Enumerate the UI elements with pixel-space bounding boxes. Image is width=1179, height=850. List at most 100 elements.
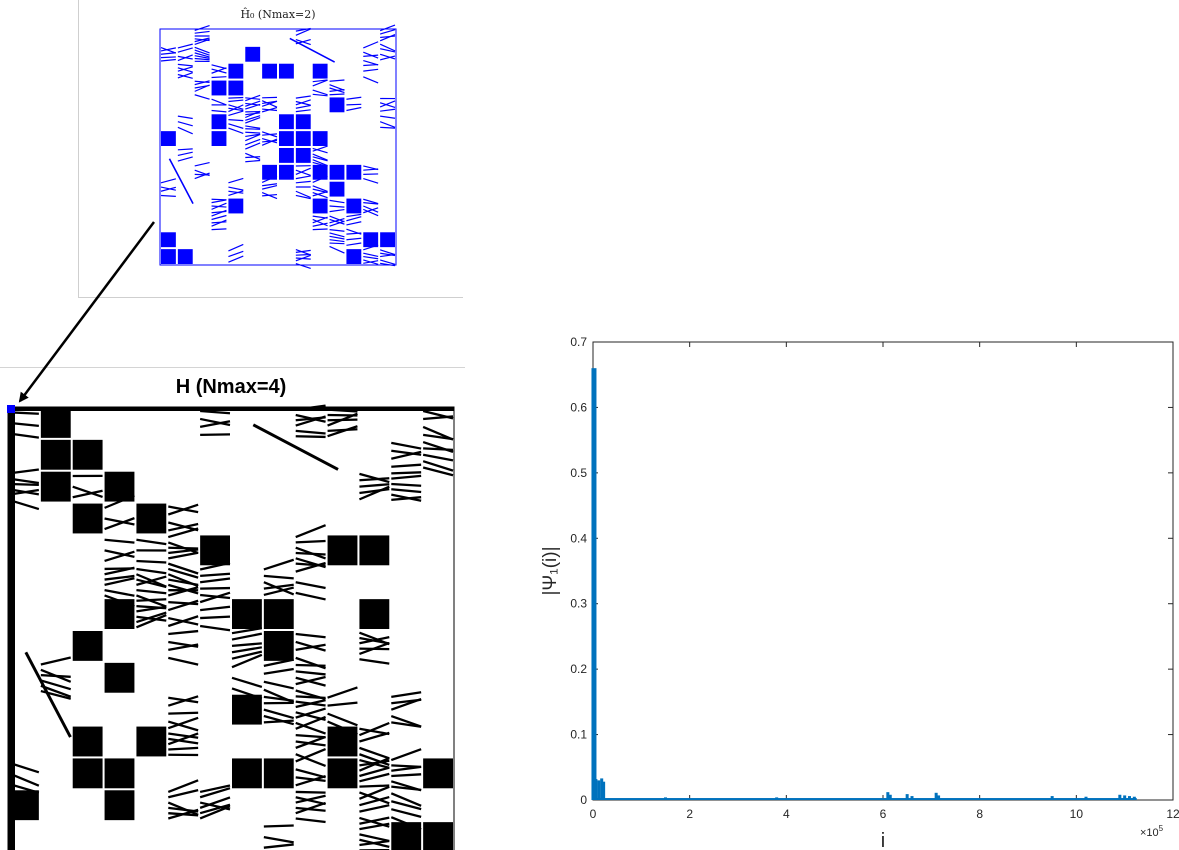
matrix-stripe (295, 591, 326, 601)
bar (1132, 796, 1136, 800)
matrix-stripe (228, 123, 244, 129)
y-tick-label: 0.3 (570, 597, 587, 611)
matrix-stripe (295, 28, 311, 36)
matrix-block (104, 790, 135, 821)
matrix-stripe (346, 242, 362, 246)
matrix-block (380, 232, 395, 248)
matrix-stripe (200, 615, 231, 620)
bar (886, 792, 890, 800)
matrix-block (295, 131, 311, 146)
matrix-block (279, 63, 294, 79)
matrix-stripe (211, 219, 227, 227)
matrix-stripe (358, 485, 390, 501)
matrix-stripe (104, 566, 135, 576)
matrix-stripe (177, 73, 193, 79)
matrix-stripe (295, 768, 326, 779)
matrix-block (312, 63, 328, 79)
matrix-block (161, 232, 176, 248)
matrix-stripe (327, 701, 358, 707)
matrix-stripe (228, 96, 244, 99)
matrix-stripe (359, 753, 390, 767)
matrix-stripe (263, 824, 294, 828)
bar (1084, 796, 1088, 800)
matrix-first-row (8, 407, 454, 411)
matrix-stripe (168, 546, 199, 550)
bar (888, 794, 892, 800)
matrix-stripe (295, 721, 326, 735)
matrix-stripe (200, 577, 231, 584)
matrix-stripe (295, 99, 311, 106)
matrix-block (346, 164, 362, 180)
matrix-stripe (295, 753, 326, 768)
matrix-stripe (168, 711, 199, 715)
y-tick-label: 0.4 (570, 531, 587, 545)
matrix-stripe (327, 712, 358, 727)
matrix-stripe (200, 586, 231, 590)
bar (664, 797, 667, 800)
matrix-stripe (295, 794, 326, 804)
matrix-stripe (167, 562, 199, 575)
matrix-stripe (263, 583, 294, 590)
matrix-stripe (136, 559, 167, 564)
matrix-block (72, 631, 103, 661)
matrix-block (72, 439, 103, 470)
matrix-block (327, 758, 358, 789)
matrix-stripe (363, 205, 379, 213)
bar (594, 779, 598, 800)
matrix-stripe (231, 650, 263, 660)
inset-frame (78, 0, 463, 298)
matrix-stripe (104, 549, 135, 558)
matrix-block (40, 439, 71, 470)
matrix-block (211, 114, 227, 130)
matrix-stripe (359, 636, 390, 645)
matrix-block (263, 631, 294, 661)
matrix-stripe (329, 245, 345, 254)
matrix-stripe (390, 792, 422, 807)
matrix-stripe (329, 215, 345, 223)
matrix-stripe (199, 796, 231, 809)
matrix-block (327, 535, 358, 566)
matrix-stripe (263, 581, 295, 596)
matrix-block (359, 535, 390, 566)
matrix-stripe (295, 109, 311, 113)
matrix-stripe (295, 806, 326, 812)
bar (910, 796, 914, 800)
matrix-stripe (263, 680, 294, 690)
bar (1128, 796, 1131, 800)
matrix-stripe (177, 121, 193, 127)
matrix-title: H (Nmax=4) (175, 376, 287, 398)
bar (1123, 795, 1127, 800)
bar (591, 368, 597, 800)
matrix-stripe (329, 220, 345, 227)
matrix-stripe (168, 551, 199, 560)
matrix-stripe (359, 483, 390, 488)
matrix-stripe (295, 632, 326, 639)
matrix-stripe (194, 46, 210, 54)
matrix-stripe (295, 663, 326, 667)
matrix-stripe (262, 184, 278, 190)
matrix-stripe (228, 177, 244, 184)
matrix-stripe (211, 64, 227, 70)
matrix-stripe (194, 84, 210, 92)
matrix-stripe (104, 517, 135, 526)
matrix-stripe (295, 104, 311, 109)
matrix-stripe (231, 676, 263, 689)
matrix-stripe (312, 145, 328, 152)
matrix-stripe (358, 757, 390, 772)
matrix-stripe (177, 151, 193, 157)
matrix-stripe (167, 716, 199, 730)
matrix-stripe (245, 103, 261, 110)
matrix-stripe (231, 632, 263, 641)
matrix-stripe (211, 202, 227, 210)
matrix-stripe (363, 168, 379, 171)
matrix-stripe (329, 229, 345, 232)
matrix-stripe (295, 581, 326, 590)
matrix-stripe (379, 100, 396, 108)
matrix-stripe (231, 646, 263, 654)
matrix-stripe (194, 80, 210, 86)
matrix-stripe (245, 100, 261, 107)
matrix-block (423, 822, 453, 850)
matrix-stripe (295, 715, 326, 730)
matrix-stripe (160, 186, 176, 191)
matrix-stripe (194, 94, 210, 100)
